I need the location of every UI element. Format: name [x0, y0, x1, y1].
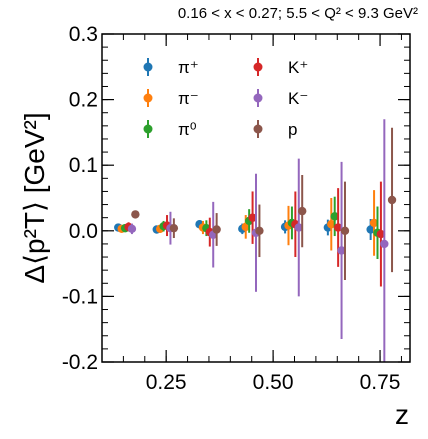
data-point — [131, 210, 140, 219]
data-point — [333, 223, 343, 232]
y-tick-label: 0.1 — [69, 154, 98, 177]
plot-area — [114, 119, 397, 362]
legend-item: π⁺ — [143, 58, 199, 77]
y-tick-label: 0.3 — [69, 23, 98, 46]
legend-label: K⁻ — [288, 89, 308, 108]
data-point — [169, 223, 179, 233]
plot-frame — [101, 33, 411, 363]
data-point — [255, 226, 264, 235]
legend-label: π⁻ — [178, 89, 199, 108]
data-point — [366, 225, 375, 234]
legend-marker — [253, 93, 263, 103]
legend-marker — [253, 124, 263, 134]
legend-marker — [253, 62, 263, 72]
y-axis: -0.2 -0.1 0.0 0.1 0.2 0.3 — [62, 23, 410, 374]
legend-marker — [143, 62, 153, 72]
y-tick-label: -0.2 — [62, 351, 98, 374]
legend-marker — [143, 124, 153, 134]
legend-item: p — [253, 120, 297, 139]
data-point — [127, 224, 137, 234]
data-point — [330, 212, 339, 221]
x-tick-label: 0.75 — [360, 371, 401, 394]
legend-item: π⁻ — [143, 89, 199, 108]
legend-label: π⁰ — [178, 120, 197, 139]
data-point — [337, 246, 346, 255]
y-tick-label: -0.1 — [62, 285, 98, 308]
legend-item: K⁺ — [253, 58, 308, 77]
data-point — [376, 229, 386, 239]
y-axis-label: Δ⟨p²T⟩ [GeV²] — [19, 112, 50, 283]
legend-item: π⁰ — [143, 120, 197, 139]
series-4 — [127, 119, 389, 362]
legend: π⁺ π⁻ π⁰ K⁺ K⁻ p — [143, 58, 308, 139]
data-point — [380, 239, 389, 249]
data-point — [294, 223, 303, 232]
legend-label: K⁺ — [288, 58, 308, 77]
data-point — [387, 195, 397, 205]
y-tick-label: 0.0 — [69, 220, 98, 243]
x-tick-label: 0.50 — [253, 371, 294, 394]
data-point — [212, 225, 221, 234]
series-5 — [131, 127, 397, 280]
x-axis-label: z — [395, 399, 409, 430]
legend-item: K⁻ — [253, 89, 308, 108]
chart-title: 0.16 < x < 0.27; 5.5 < Q² < 9.3 GeV² — [178, 5, 418, 22]
legend-label: π⁺ — [178, 58, 199, 77]
data-point — [248, 213, 257, 222]
x-axis: 0.25 0.50 0.75 — [122, 34, 402, 394]
data-point — [327, 220, 336, 229]
legend-marker — [143, 93, 153, 103]
legend-label: p — [288, 120, 297, 139]
data-point — [340, 226, 350, 235]
x-tick-label: 0.25 — [146, 371, 187, 394]
y-tick-label: 0.2 — [69, 89, 98, 112]
data-point — [298, 206, 307, 216]
data-point — [369, 218, 379, 228]
